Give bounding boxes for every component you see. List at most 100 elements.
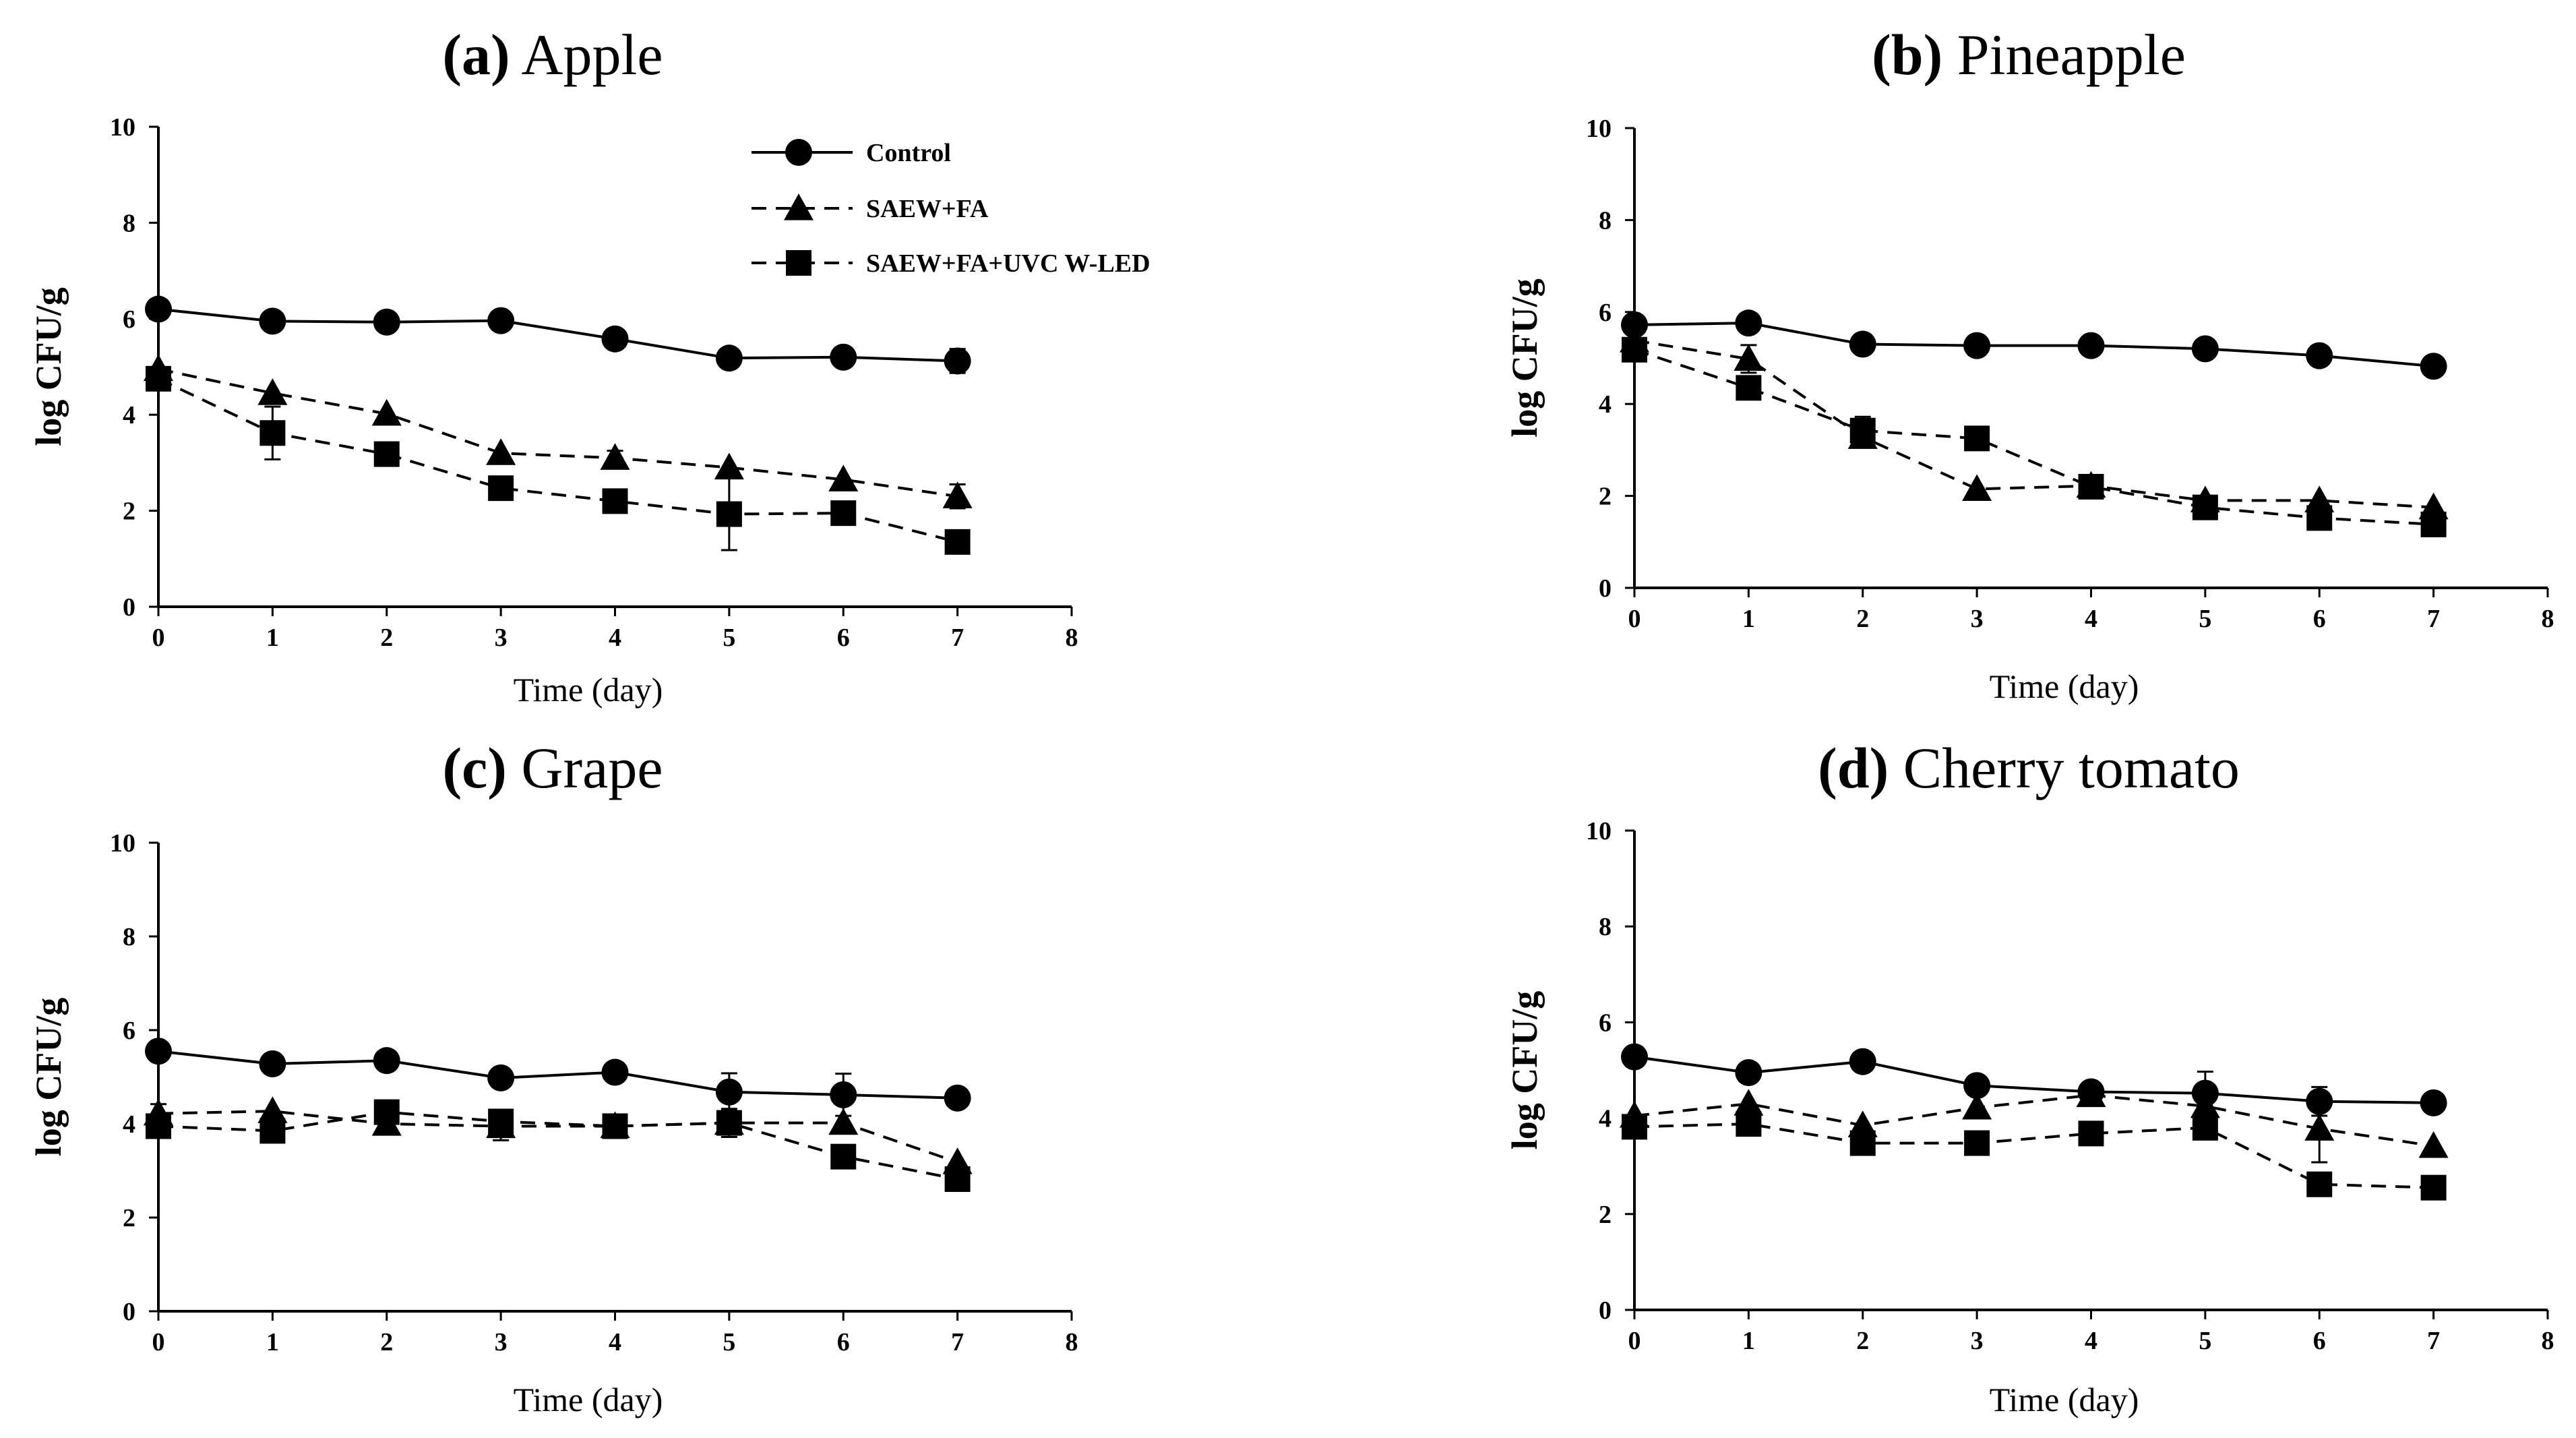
data-point	[2192, 494, 2218, 520]
data-point	[2420, 353, 2447, 380]
y-tick-label: 8	[1599, 206, 1612, 235]
data-point	[944, 1084, 971, 1112]
legend-marker	[785, 139, 812, 166]
chart-panel-2: (b) Pineapple 0 2 4 6 8 10 0 1 2 3 4 5 6 7 8 Time (day) l…	[1504, 22, 2554, 705]
data-point	[1964, 425, 1990, 452]
data-point	[259, 1118, 286, 1144]
data-point	[944, 529, 971, 555]
x-axis-label: Time (day)	[514, 671, 663, 709]
data-point	[2304, 1114, 2335, 1141]
data-point	[1735, 309, 1762, 337]
x-tick-label: 2	[1856, 1327, 1869, 1355]
series-line	[1634, 348, 2434, 526]
data-point	[487, 307, 515, 334]
y-tick-label: 0	[123, 593, 135, 622]
x-tick-label: 4	[609, 624, 621, 652]
data-point	[487, 1064, 515, 1091]
x-tick-label: 2	[380, 1328, 393, 1356]
y-tick-label: 0	[1599, 1296, 1612, 1325]
x-axis-label: Time (day)	[1990, 667, 2139, 705]
y-tick-label: 10	[110, 829, 135, 858]
series-saew-fa-uvc-w-led	[146, 1099, 971, 1193]
x-tick-label: 5	[2199, 605, 2211, 633]
series-control	[145, 1038, 971, 1117]
series-line	[1634, 1094, 2434, 1147]
legend-label: SAEW+FA+UVC W-LED	[866, 249, 1151, 278]
x-tick-label: 6	[2313, 605, 2326, 633]
x-tick-label: 0	[152, 1328, 165, 1356]
x-tick-label: 6	[2313, 1327, 2326, 1355]
legend-entry: SAEW+FA+UVC W-LED	[752, 249, 1151, 278]
data-point	[600, 443, 630, 470]
chart-title: (b) Pineapple	[1872, 22, 2186, 87]
x-tick-label: 6	[837, 1328, 850, 1356]
x-tick-label: 8	[1066, 624, 1078, 652]
legend-entry: SAEW+FA	[752, 193, 989, 223]
data-point	[2420, 511, 2447, 537]
chart-title: (d) Cherry tomato	[1818, 736, 2240, 800]
series-line	[1634, 322, 2434, 368]
x-tick-label: 2	[1856, 605, 1869, 633]
series-line	[158, 367, 958, 498]
data-point	[601, 325, 629, 353]
data-point	[944, 1166, 971, 1193]
data-point	[1621, 1043, 1648, 1071]
series-line	[158, 377, 958, 543]
y-tick-label: 6	[123, 305, 135, 334]
x-tick-label: 7	[951, 1328, 964, 1356]
data-point	[716, 501, 742, 527]
x-tick-label: 7	[2427, 1327, 2440, 1355]
data-point	[146, 365, 171, 392]
chart-panel-3: (c) Grape 0 2 4 6 8 10 0 1 2 3 4 5 6 7 8 Time (day) log C…	[28, 736, 1078, 1418]
y-tick-label: 8	[123, 209, 135, 237]
x-tick-label: 3	[1971, 605, 1984, 633]
x-tick-label: 5	[723, 1328, 735, 1356]
y-tick-label: 2	[1599, 1201, 1612, 1229]
data-point	[1849, 1048, 1876, 1075]
data-point	[2078, 473, 2104, 500]
x-tick-label: 1	[1742, 1327, 1755, 1355]
data-point	[373, 441, 400, 467]
data-point	[145, 295, 172, 323]
x-tick-label: 1	[266, 624, 279, 652]
chart-title-tag: (a)	[442, 22, 510, 87]
data-point	[2076, 1080, 2106, 1108]
data-point	[830, 500, 857, 527]
data-point	[1849, 417, 1876, 444]
data-point	[2191, 335, 2219, 363]
series-line	[158, 1050, 958, 1100]
y-tick-label: 6	[1599, 1009, 1612, 1037]
x-tick-label: 0	[1628, 1327, 1641, 1355]
data-point	[2306, 1171, 2333, 1197]
data-point	[259, 1050, 286, 1078]
legend-label: SAEW+FA	[866, 195, 989, 223]
x-tick-label: 4	[2085, 605, 2097, 633]
x-tick-label: 4	[2085, 1327, 2097, 1355]
data-point	[2418, 1131, 2449, 1158]
y-tick-label: 4	[1599, 1105, 1612, 1133]
data-point	[2420, 1174, 2447, 1201]
y-tick-label: 6	[1599, 299, 1612, 327]
y-tick-label: 10	[110, 113, 135, 142]
data-point	[2192, 1114, 2218, 1141]
x-tick-label: 2	[380, 624, 393, 652]
x-tick-label: 3	[495, 624, 508, 652]
data-point	[830, 343, 857, 371]
x-tick-label: 7	[2427, 605, 2440, 633]
legend-entry: Control	[752, 139, 951, 167]
data-point	[828, 465, 859, 491]
y-tick-label: 2	[123, 498, 135, 526]
series-line	[1634, 1055, 2434, 1104]
data-point	[1622, 336, 1647, 363]
chart-title: (c) Grape	[442, 736, 663, 800]
series-line	[158, 1110, 958, 1180]
series-saew-fa-uvc-w-led	[1622, 336, 2447, 537]
x-tick-label: 5	[723, 624, 735, 652]
series-control	[145, 295, 971, 375]
data-point	[830, 1143, 857, 1170]
x-tick-label: 3	[495, 1328, 508, 1356]
x-tick-label: 6	[837, 624, 850, 652]
data-point	[146, 1113, 171, 1139]
data-point	[944, 347, 971, 375]
